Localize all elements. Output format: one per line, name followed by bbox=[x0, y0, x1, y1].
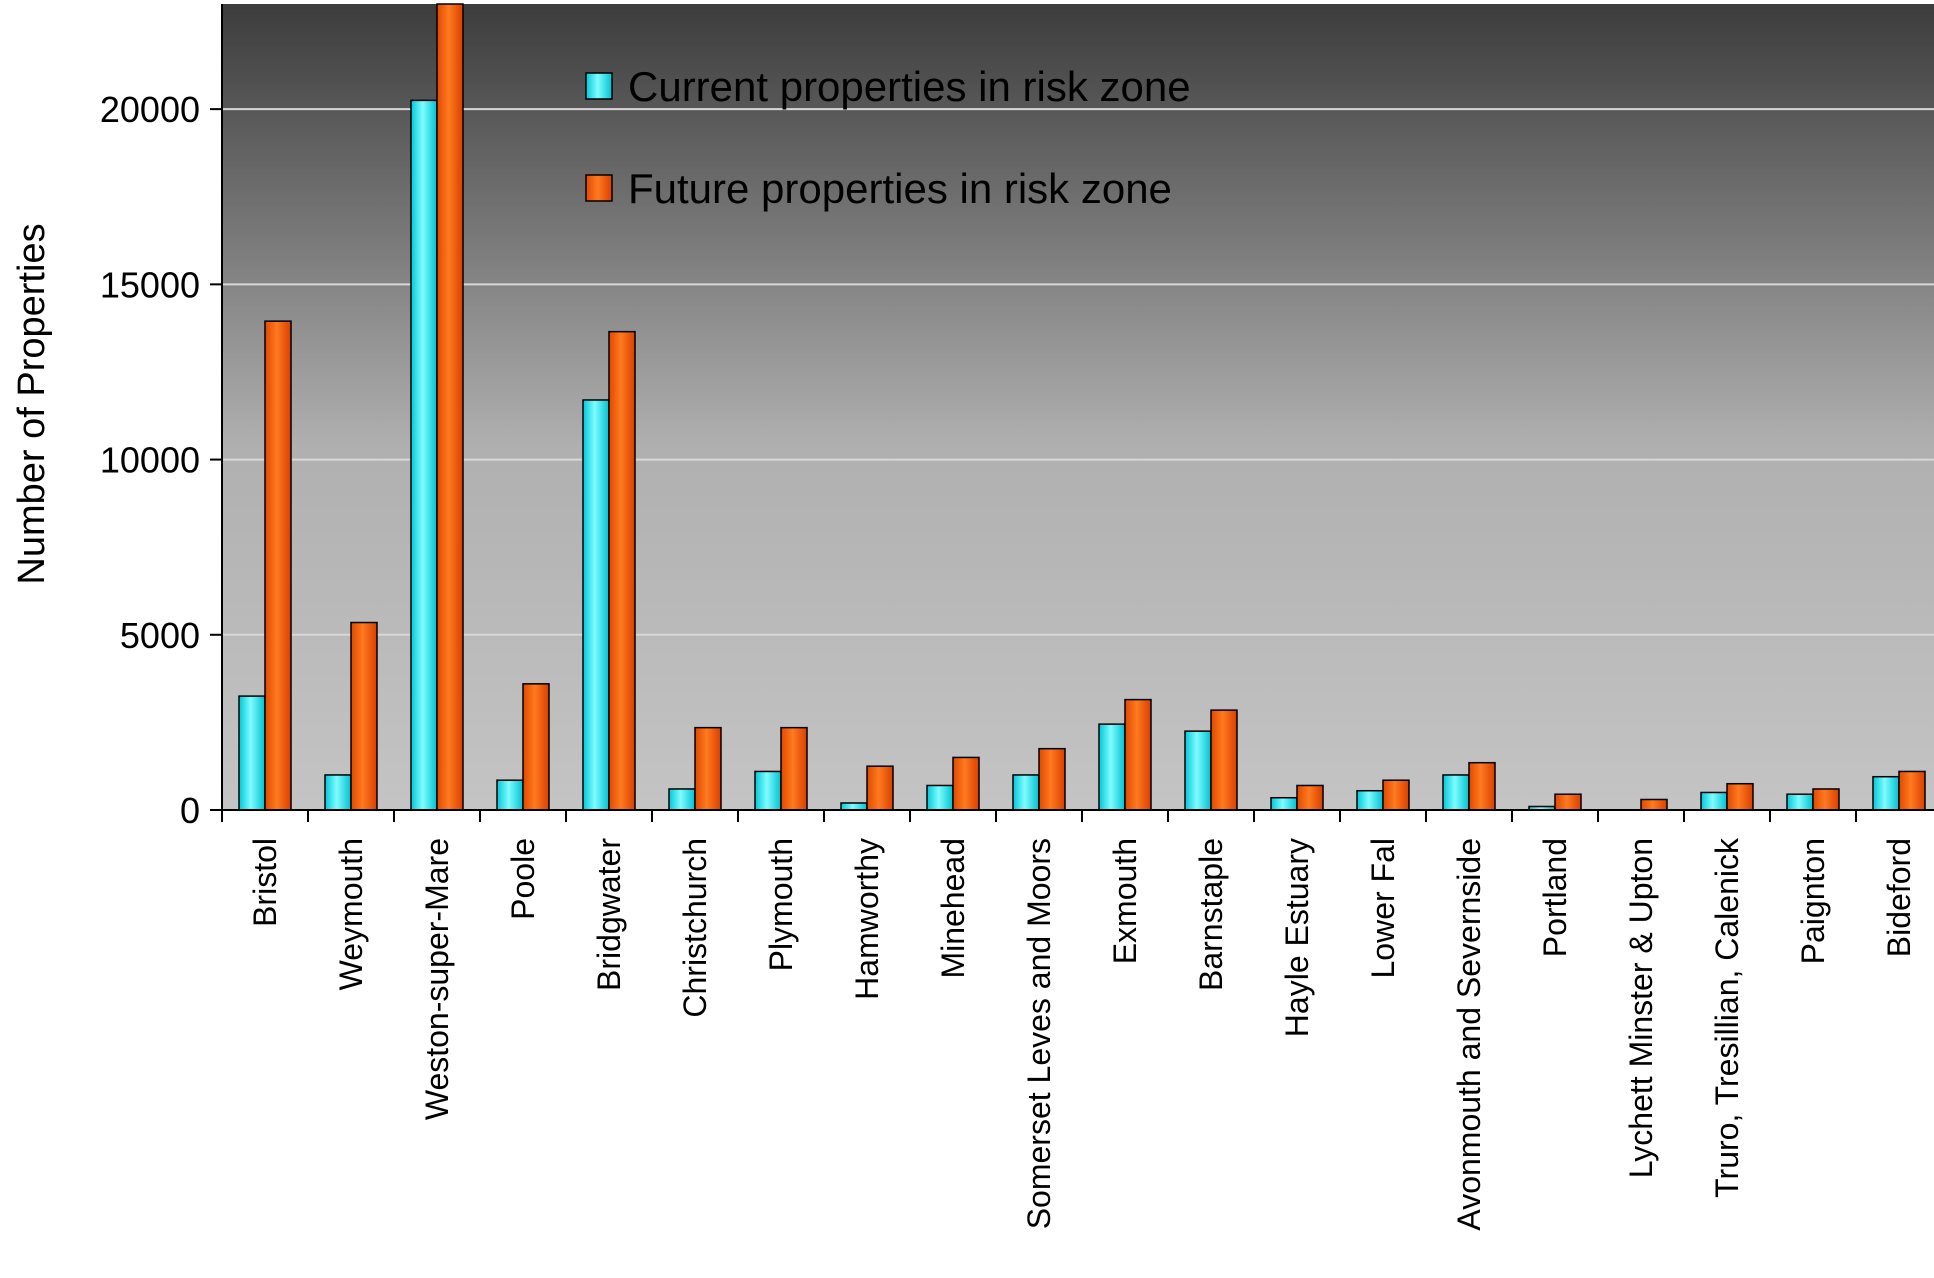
bar-current-7 bbox=[840, 802, 868, 811]
bar-current-8 bbox=[926, 784, 954, 811]
x-category-label: Weston-super-Mare bbox=[419, 838, 455, 1120]
bar-current-11 bbox=[1184, 730, 1212, 811]
axes: 0 5000 10000 15000 20000 Bristol Weymouth Westo… bbox=[100, 4, 1934, 1231]
x-category-label: Somerset Leves and Moors bbox=[1021, 838, 1057, 1229]
plot-background bbox=[222, 4, 1934, 810]
legend-swatch-future bbox=[585, 174, 613, 202]
x-category-label: Exmouth bbox=[1107, 838, 1143, 964]
bar-future-1 bbox=[350, 621, 378, 811]
x-category-label: Portland bbox=[1537, 838, 1573, 957]
x-category-label: Lychett Minster & Upton bbox=[1623, 838, 1659, 1178]
bar-future-2 bbox=[436, 3, 464, 811]
bar-future-11 bbox=[1210, 709, 1238, 811]
bar-future-6 bbox=[780, 726, 808, 811]
bar-current-18 bbox=[1786, 793, 1814, 811]
x-category-label: Minehead bbox=[935, 838, 971, 979]
bar-future-10 bbox=[1124, 698, 1152, 811]
bar-current-4 bbox=[582, 399, 610, 811]
y-tick-label: 15000 bbox=[100, 264, 200, 305]
bar-future-4 bbox=[608, 330, 636, 811]
bar-current-6 bbox=[754, 770, 782, 811]
bar-current-17 bbox=[1700, 791, 1728, 811]
bar-current-1 bbox=[324, 774, 352, 811]
bar-future-8 bbox=[952, 756, 980, 811]
x-category-label: Avonmouth and Severnside bbox=[1451, 838, 1487, 1231]
bar-future-18 bbox=[1812, 788, 1840, 811]
x-category-label: Weymouth bbox=[333, 838, 369, 990]
bar-future-14 bbox=[1468, 761, 1496, 811]
bar-current-14 bbox=[1442, 774, 1470, 811]
x-category-label: Bridgwater bbox=[591, 838, 627, 991]
y-tick-label: 5000 bbox=[120, 615, 200, 656]
bar-current-3 bbox=[496, 779, 524, 811]
bar-future-15 bbox=[1554, 793, 1582, 811]
bar-current-2 bbox=[410, 99, 438, 811]
x-category-label: Paignton bbox=[1795, 838, 1831, 964]
y-axis-title: Number of Properties bbox=[11, 223, 53, 584]
bar-current-0 bbox=[238, 695, 266, 811]
x-category-label: Hayle Estuary bbox=[1279, 838, 1315, 1037]
legend: Current properties in risk zone Future pr… bbox=[585, 63, 1191, 212]
x-category-label: Christchurch bbox=[677, 838, 713, 1018]
bar-future-13 bbox=[1382, 779, 1410, 811]
y-tick-label: 0 bbox=[180, 790, 200, 831]
bar-current-5 bbox=[668, 788, 696, 811]
y-tick-label: 20000 bbox=[100, 89, 200, 130]
x-category-label: Plymouth bbox=[763, 838, 799, 971]
gridlines bbox=[222, 108, 1934, 636]
bar-current-10 bbox=[1098, 723, 1126, 811]
x-category-label: Barnstaple bbox=[1193, 838, 1229, 991]
bar-current-9 bbox=[1012, 774, 1040, 811]
x-category-label: Bristol bbox=[247, 838, 283, 927]
bar-future-0 bbox=[264, 320, 292, 811]
legend-label-current: Current properties in risk zone bbox=[628, 63, 1191, 110]
legend-label-future: Future properties in risk zone bbox=[628, 165, 1172, 212]
y-tick-label: 10000 bbox=[100, 440, 200, 481]
x-category-label: Bideford bbox=[1881, 838, 1917, 957]
x-category-label: Truro, Tresillian, Calenick bbox=[1709, 837, 1745, 1198]
bar-current-12 bbox=[1270, 796, 1298, 811]
bar-future-3 bbox=[522, 683, 550, 811]
bar-future-5 bbox=[694, 726, 722, 811]
x-category-label: Poole bbox=[505, 838, 541, 920]
bar-future-7 bbox=[866, 765, 894, 811]
x-category-label: Lower Fal bbox=[1365, 838, 1401, 979]
bar-current-13 bbox=[1356, 789, 1384, 811]
bar-current-19 bbox=[1872, 775, 1900, 811]
legend-swatch-current bbox=[585, 72, 613, 100]
bar-future-19 bbox=[1898, 770, 1926, 811]
bar-future-9 bbox=[1038, 747, 1066, 811]
bar-future-12 bbox=[1296, 784, 1324, 811]
bar-future-16 bbox=[1640, 798, 1668, 811]
bar-future-17 bbox=[1726, 782, 1754, 811]
x-category-label: Hamworthy bbox=[849, 838, 885, 1000]
